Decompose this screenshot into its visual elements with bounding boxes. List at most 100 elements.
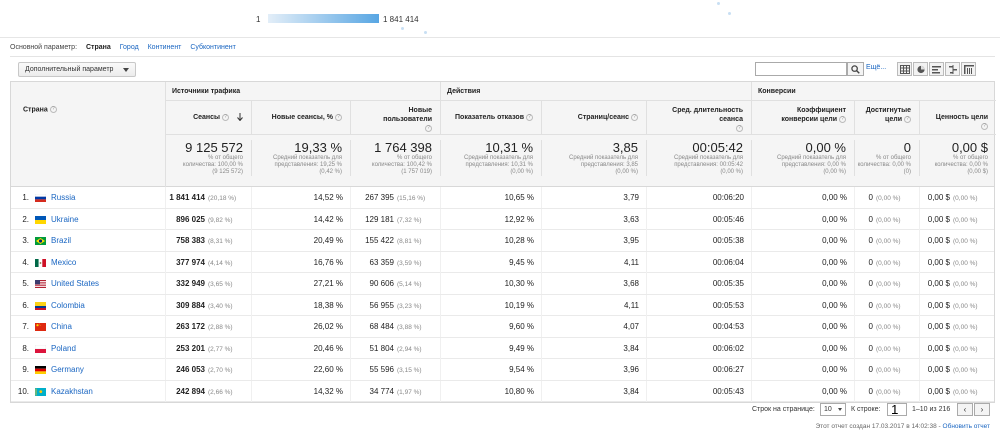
cell-goal-value-percent: (0,00 %) xyxy=(953,238,978,245)
cell-bounce-rate: 9,54 % xyxy=(441,359,542,380)
dimension-continent[interactable]: Континент xyxy=(147,44,182,51)
country-link[interactable]: United States xyxy=(51,279,100,288)
col-conversion-rate[interactable]: Коэффициент конверсии цели? xyxy=(752,101,855,135)
goto-row-input[interactable] xyxy=(887,403,907,416)
dimension-country[interactable]: Страна xyxy=(85,44,111,51)
total-sessions: 9 125 572 % от общего количества: 100,00… xyxy=(166,140,252,176)
cell-sessions-value: 263 172 xyxy=(176,322,205,331)
cell-new-sessions-value: 27,21 % xyxy=(313,279,343,288)
cell-goal-value-value: 0,00 $ xyxy=(927,236,950,245)
col-pages-per-session[interactable]: Страниц/сеанс? xyxy=(542,101,647,135)
cell-conversion-rate: 0,00 % xyxy=(752,251,855,273)
help-icon[interactable]: ? xyxy=(904,115,911,123)
help-icon[interactable]: ? xyxy=(222,113,230,121)
cell-bounce-rate: 9,60 % xyxy=(441,316,542,337)
sort-descending-icon xyxy=(237,113,243,122)
russia-flag-icon xyxy=(35,194,46,202)
help-icon[interactable]: ? xyxy=(981,122,988,130)
chevron-right-icon: › xyxy=(980,405,984,414)
col-sessions[interactable]: Сеансы? xyxy=(166,101,252,135)
dimension-subcontinent[interactable]: Субконтинент xyxy=(190,44,236,51)
col-avg-duration[interactable]: Сред. длительность сеанса? xyxy=(647,101,752,135)
total-conversion-rate: 0,00 % Средний показатель для представле… xyxy=(752,140,855,176)
cell-goal-value-percent: (0,00 %) xyxy=(953,388,978,396)
help-icon[interactable]: ? xyxy=(631,113,638,121)
cell-sessions-value: 377 974 xyxy=(176,257,205,267)
dimension-header: Страна xyxy=(23,106,48,114)
col-new-sessions[interactable]: Новые сеансы, %? xyxy=(252,101,351,135)
rows-per-page-select[interactable]: 10 xyxy=(820,403,846,416)
next-page-button[interactable]: › xyxy=(974,403,990,416)
cell-goal-completions-value: 0 xyxy=(868,279,873,288)
advanced-search-link[interactable]: Ещё... xyxy=(866,64,887,71)
cell-new-sessions-value: 20,49 % xyxy=(313,236,343,245)
cell-bounce-rate-value: 9,49 % xyxy=(509,343,534,353)
help-icon[interactable]: ? xyxy=(736,124,743,132)
help-icon[interactable]: ? xyxy=(425,124,432,132)
col-bounce-rate[interactable]: Показатель отказов? xyxy=(441,101,542,135)
cell-pages-per-session: 3,84 xyxy=(542,380,647,402)
dimension-city[interactable]: Город xyxy=(119,44,139,51)
cell-sessions-value: 242 894 xyxy=(176,386,205,396)
cell-sessions-value: 246 053 xyxy=(176,365,205,374)
cell-new-sessions: 18,38 % xyxy=(252,294,351,316)
pie-view-button[interactable] xyxy=(913,62,928,76)
cell-goal-value-percent: (0,00 %) xyxy=(953,302,978,310)
cell-avg-duration-value: 00:05:38 xyxy=(712,236,744,245)
country-link[interactable]: Poland xyxy=(51,343,76,353)
country-link[interactable]: Colombia xyxy=(51,300,85,310)
cell-goal-value-value: 0,00 $ xyxy=(927,193,950,202)
search-button[interactable] xyxy=(847,62,864,76)
cell-sessions: 242 894 (2,66 %) xyxy=(166,380,252,402)
cell-pages-per-session: 3,63 xyxy=(542,208,647,230)
performance-view-button[interactable] xyxy=(929,62,944,76)
cell-bounce-rate: 12,92 % xyxy=(441,208,542,230)
col-new-users[interactable]: Новые пользователи? xyxy=(351,101,441,135)
search-input[interactable] xyxy=(755,62,847,76)
pivot-view-button[interactable] xyxy=(961,62,976,76)
cell-new-sessions: 26,02 % xyxy=(252,316,351,337)
country-link[interactable]: Germany xyxy=(51,365,84,374)
country-link[interactable]: Mexico xyxy=(51,257,77,267)
report-footer: Этот отчет создан 17.03.2017 в 14:02:38 … xyxy=(816,423,991,430)
table-view-button[interactable] xyxy=(897,62,912,76)
cell-bounce-rate: 10,19 % xyxy=(441,294,542,316)
help-icon[interactable]: ? xyxy=(526,113,533,121)
chevron-down-icon xyxy=(838,408,842,411)
help-icon[interactable]: ? xyxy=(839,115,846,123)
country-link[interactable]: Russia xyxy=(51,193,76,202)
dimension-cell xyxy=(11,337,166,359)
cell-new-sessions-value: 14,52 % xyxy=(313,193,343,202)
report-created-text: Этот отчет создан 17.03.2017 в 14:02:38 … xyxy=(815,423,941,430)
cell-bounce-rate-value: 9,54 % xyxy=(509,365,534,374)
col-goal-completions[interactable]: Достигнутые цели? xyxy=(855,101,920,135)
country-link[interactable]: Ukraine xyxy=(51,214,79,224)
cell-pages-per-session-value: 3,95 xyxy=(623,236,639,245)
kazakhstan-flag-icon xyxy=(35,387,46,396)
country-link[interactable]: Kazakhstan xyxy=(51,386,93,396)
cell-sessions: 309 884 (3,40 %) xyxy=(166,294,252,316)
row-rank: 7. xyxy=(22,322,29,331)
cell-goal-completions-percent: (0,00 %) xyxy=(876,238,901,245)
total-avg-duration: 00:05:42 Средний показатель для представ… xyxy=(647,140,752,176)
col-goal-value[interactable]: Ценность цели? xyxy=(920,101,996,135)
comparison-view-button[interactable] xyxy=(945,62,960,76)
help-icon[interactable]: ? xyxy=(49,106,57,113)
help-icon[interactable]: ? xyxy=(335,113,342,121)
country-link[interactable]: Brazil xyxy=(51,236,72,245)
country-link[interactable]: China xyxy=(51,322,72,331)
cell-avg-duration-value: 00:06:20 xyxy=(712,193,744,202)
cell-goal-completions-value: 0 xyxy=(868,365,873,374)
cell-pages-per-session: 3,68 xyxy=(542,273,647,294)
refresh-report-link[interactable]: Обновить отчет xyxy=(942,423,990,430)
prev-page-button[interactable]: ‹ xyxy=(957,403,973,416)
cell-new-users-value: 129 181 xyxy=(365,214,394,224)
cell-sessions-percent: (8,31 %) xyxy=(208,238,233,245)
cell-goal-completions-percent: (0,00 %) xyxy=(876,302,901,310)
cell-avg-duration-value: 00:05:46 xyxy=(712,214,744,224)
cell-goal-completions-percent: (0,00 %) xyxy=(876,367,901,374)
cell-goal-completions-value: 0 xyxy=(868,236,873,245)
secondary-dimension-button[interactable]: Дополнительный параметр xyxy=(18,62,136,77)
page-range: 1–10 из 216 xyxy=(912,406,951,413)
cell-avg-duration-value: 00:06:04 xyxy=(712,257,744,267)
